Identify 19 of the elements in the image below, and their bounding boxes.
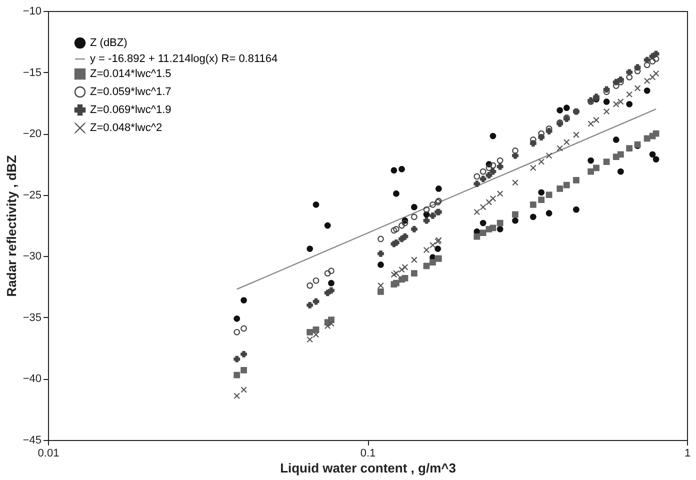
legend-label: Z=0.048*lwc^2	[90, 122, 162, 134]
y-tick-label: −15	[22, 66, 42, 79]
y-tick-label: −45	[22, 434, 42, 446]
legend-label: y = -16.892 + 11.214log(x) R= 0.81164	[90, 53, 278, 65]
x-tick-label: 1	[684, 448, 691, 460]
y-tick-label: −30	[22, 250, 42, 263]
x-axis-title: Liquid water content , g/m^3	[280, 460, 456, 476]
y-tick-label: −40	[22, 373, 42, 386]
x-tick-label: 0.01	[38, 448, 60, 460]
legend-label: Z=0.014*lwc^1.5	[90, 68, 172, 80]
y-tick-label: −35	[22, 312, 42, 324]
y-tick-label: −25	[22, 189, 42, 202]
legend-label: Z=0.069*lwc^1.9	[90, 104, 172, 116]
y-tick-label: −10	[22, 6, 42, 18]
legend-label: Z (dBZ)	[90, 37, 128, 49]
y-axis-title: Radar reflectivity , dBZ	[4, 155, 19, 297]
y-tick-label: −20	[22, 128, 42, 140]
x-tick-label: 0.1	[360, 448, 376, 460]
legend-label: Z=0.059*lwc^1.7	[90, 86, 172, 98]
